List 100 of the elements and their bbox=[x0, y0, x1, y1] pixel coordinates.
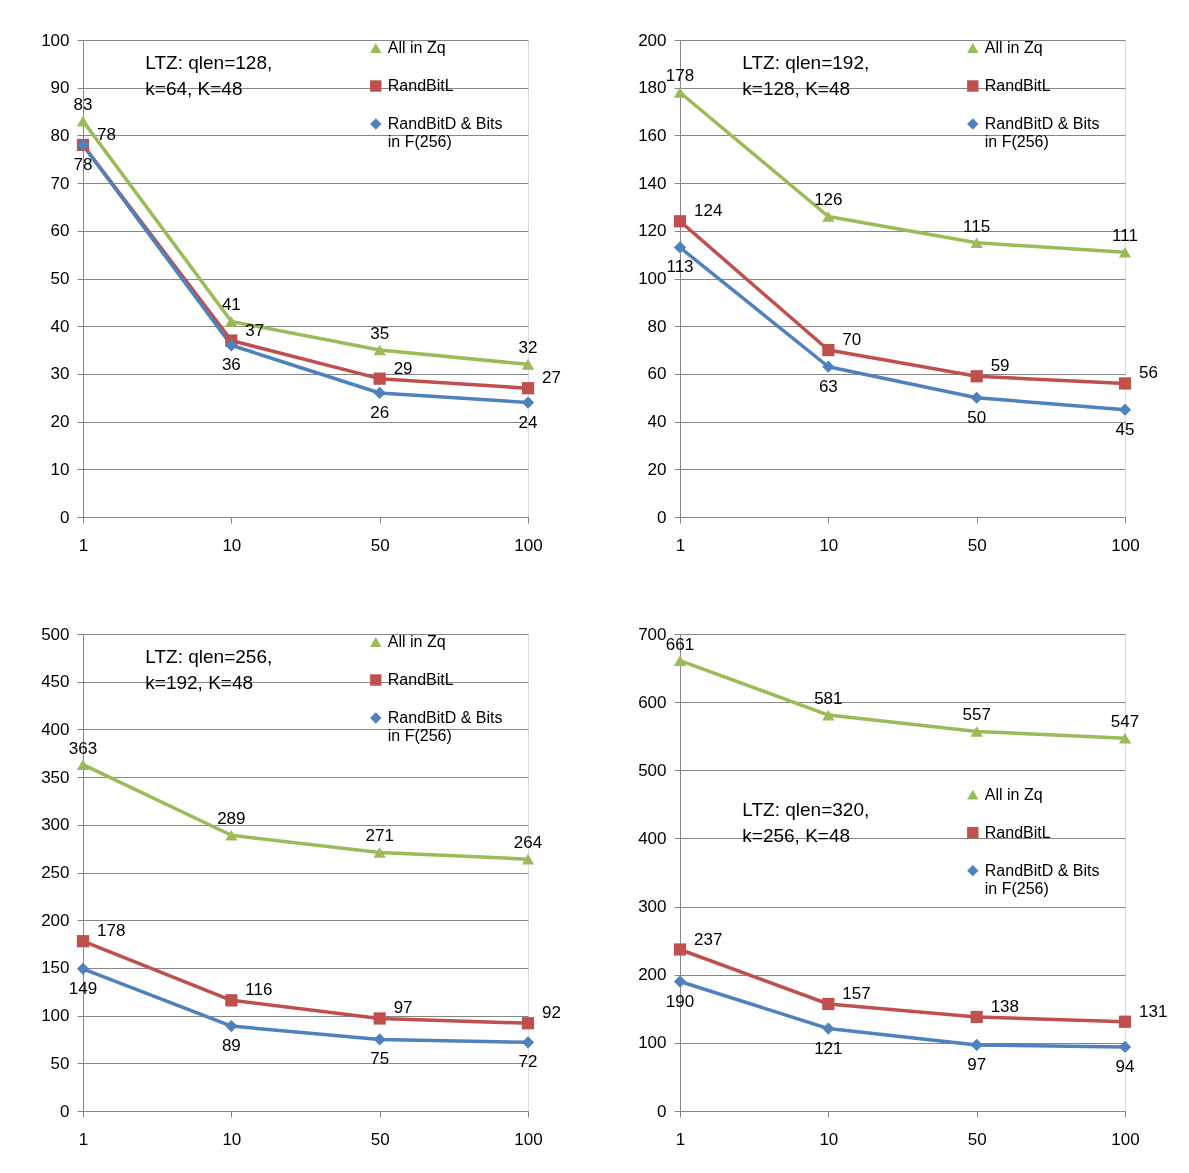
x-tick-label: 50 bbox=[370, 535, 390, 555]
y-tick-label: 160 bbox=[638, 125, 667, 145]
data-label: 78 bbox=[73, 154, 93, 174]
y-tick-label: 500 bbox=[638, 760, 667, 780]
data-label: 26 bbox=[370, 402, 390, 422]
y-tick-label: 100 bbox=[638, 269, 667, 288]
data-label: 97 bbox=[393, 998, 413, 1018]
y-tick-label: 60 bbox=[50, 221, 70, 241]
data-label: 124 bbox=[694, 201, 723, 221]
x-tick-label: 1 bbox=[675, 535, 686, 555]
y-tick-label: 0 bbox=[60, 1101, 70, 1121]
x-tick-label: 10 bbox=[222, 1129, 242, 1149]
y-tick-label: 500 bbox=[41, 624, 70, 644]
data-label: 78 bbox=[97, 124, 116, 144]
annotation: LTZ: qlen=320, k=256, K=48 bbox=[742, 798, 870, 846]
y-tick-label: 120 bbox=[638, 221, 667, 241]
data-label: 72 bbox=[518, 1052, 538, 1072]
data-label: 111 bbox=[1112, 226, 1138, 246]
y-tick-label: 140 bbox=[638, 173, 667, 193]
y-tick-label: 200 bbox=[41, 910, 70, 930]
x-tick-label: 100 bbox=[1111, 1129, 1140, 1149]
x-tick-label: 100 bbox=[1111, 535, 1140, 555]
y-tick-label: 150 bbox=[41, 958, 70, 978]
y-tick-label: 50 bbox=[50, 269, 70, 288]
data-label: 661 bbox=[665, 634, 695, 654]
legend-label: All in Zq bbox=[387, 633, 446, 650]
x-tick-label: 50 bbox=[370, 1129, 390, 1149]
y-tick-label: 70 bbox=[50, 173, 70, 193]
y-tick-label: 400 bbox=[41, 719, 70, 739]
data-label: 32 bbox=[518, 338, 538, 358]
data-label: 157 bbox=[842, 984, 871, 1004]
data-label: 557 bbox=[962, 705, 991, 725]
data-label: 92 bbox=[542, 1003, 561, 1023]
data-label: 178 bbox=[665, 66, 695, 86]
y-tick-label: 50 bbox=[50, 1053, 70, 1073]
x-tick-label: 10 bbox=[819, 535, 839, 555]
data-label: 50 bbox=[967, 407, 987, 427]
annotation: LTZ: qlen=128, k=64, K=48 bbox=[145, 52, 273, 99]
x-tick-label: 100 bbox=[514, 535, 543, 555]
y-tick-label: 450 bbox=[41, 672, 70, 692]
data-label: 237 bbox=[694, 929, 723, 949]
data-label: 35 bbox=[370, 324, 390, 344]
data-label: 138 bbox=[990, 996, 1020, 1016]
data-label: 63 bbox=[818, 376, 838, 396]
data-label: 190 bbox=[665, 991, 695, 1011]
y-tick-label: 300 bbox=[41, 815, 70, 835]
data-label: 59 bbox=[990, 356, 1010, 376]
y-tick-label: 300 bbox=[638, 897, 667, 917]
legend-label: RandBitD & Bits in F(256) bbox=[387, 709, 503, 744]
data-label: 27 bbox=[542, 368, 561, 388]
y-tick-label: 40 bbox=[647, 412, 667, 432]
x-tick-label: 1 bbox=[675, 1129, 686, 1149]
y-tick-label: 100 bbox=[638, 1033, 667, 1053]
y-tick-label: 0 bbox=[657, 507, 667, 527]
legend-label: RandBitL bbox=[984, 77, 1051, 94]
y-tick-label: 80 bbox=[647, 316, 667, 336]
x-tick-label: 1 bbox=[78, 1129, 89, 1149]
y-tick-label: 0 bbox=[657, 1101, 667, 1121]
legend-label: RandBitL bbox=[387, 671, 454, 688]
y-tick-label: 100 bbox=[41, 1006, 70, 1026]
data-label: 94 bbox=[1115, 1056, 1135, 1076]
data-label: 45 bbox=[1115, 419, 1135, 439]
x-tick-label: 50 bbox=[967, 535, 987, 555]
y-tick-label: 400 bbox=[638, 828, 667, 848]
y-tick-label: 200 bbox=[638, 30, 667, 50]
y-tick-label: 0 bbox=[60, 507, 70, 527]
data-label: 264 bbox=[513, 833, 543, 853]
data-label: 24 bbox=[518, 412, 538, 432]
data-label: 131 bbox=[1139, 1001, 1168, 1021]
data-label: 121 bbox=[814, 1038, 843, 1058]
y-tick-label: 20 bbox=[50, 412, 70, 432]
y-tick-label: 10 bbox=[50, 459, 70, 479]
legend-label: RandBitL bbox=[387, 77, 454, 94]
data-label: 271 bbox=[365, 826, 394, 846]
y-tick-label: 200 bbox=[638, 965, 667, 985]
y-tick-label: 60 bbox=[647, 364, 667, 384]
data-label: 289 bbox=[217, 809, 246, 829]
legend-label: RandBitD & Bits in F(256) bbox=[984, 115, 1100, 150]
x-tick-label: 10 bbox=[222, 535, 242, 555]
data-label: 75 bbox=[370, 1049, 390, 1069]
data-label: 115 bbox=[963, 216, 991, 236]
y-tick-label: 250 bbox=[41, 863, 70, 882]
legend-label: All in Zq bbox=[387, 39, 446, 56]
data-label: 149 bbox=[68, 978, 98, 998]
y-tick-label: 40 bbox=[50, 316, 70, 336]
data-label: 70 bbox=[842, 330, 862, 350]
data-label: 97 bbox=[967, 1054, 987, 1074]
data-label: 178 bbox=[97, 921, 126, 941]
data-label: 547 bbox=[1110, 712, 1140, 732]
y-tick-label: 80 bbox=[50, 125, 70, 145]
y-tick-label: 90 bbox=[50, 78, 70, 98]
annotation: LTZ: qlen=192, k=128, K=48 bbox=[742, 52, 870, 99]
legend-label: RandBitD & Bits in F(256) bbox=[984, 861, 1100, 897]
y-tick-label: 180 bbox=[638, 78, 667, 98]
y-tick-label: 100 bbox=[41, 30, 70, 50]
y-tick-label: 600 bbox=[638, 692, 667, 712]
data-label: 41 bbox=[221, 295, 241, 315]
annotation: LTZ: qlen=256, k=192, K=48 bbox=[145, 646, 273, 693]
x-tick-label: 1 bbox=[78, 535, 89, 555]
data-label: 56 bbox=[1139, 363, 1158, 383]
